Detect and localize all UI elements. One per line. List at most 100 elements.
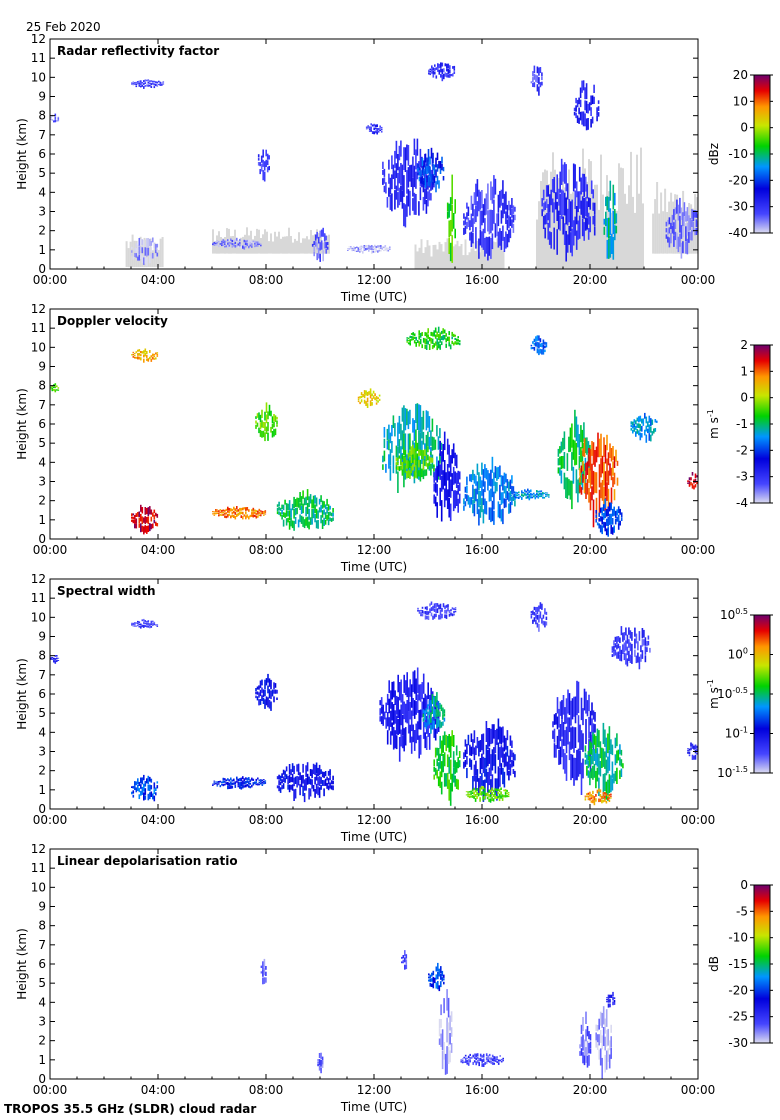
echo-pixel — [424, 721, 426, 728]
y-axis-label: Height (km) — [15, 388, 29, 459]
echo-pixel — [415, 440, 417, 452]
echo-pixel — [231, 242, 234, 246]
echo-pixel — [516, 496, 519, 499]
echo-pixel — [228, 514, 231, 516]
echo-pixel — [318, 1053, 321, 1058]
missing-region-1 — [290, 236, 292, 254]
echo-pixel — [389, 465, 392, 481]
echo-pixel — [416, 694, 419, 713]
missing-region-4 — [652, 213, 655, 254]
echo-pixel — [478, 189, 480, 212]
echo-pixel — [227, 778, 229, 781]
echo-pixel — [419, 405, 422, 433]
echo-pixel — [546, 494, 549, 495]
echo-pixel — [582, 80, 585, 91]
echo-pixel — [138, 781, 141, 786]
echo-pixel — [585, 83, 588, 100]
echo-pixel — [395, 466, 398, 470]
echo-pixel — [149, 239, 151, 247]
echo-pixel — [236, 506, 238, 510]
echo-pixel — [525, 490, 528, 493]
echo-pixel — [499, 767, 501, 787]
echo-pixel — [562, 437, 564, 451]
echo-pixel — [255, 695, 257, 699]
echo-pixel — [514, 500, 516, 507]
echo-pixel — [540, 495, 543, 498]
echo-pixel — [614, 649, 617, 656]
echo-pixel — [497, 792, 499, 795]
echo-pixel — [437, 723, 440, 732]
echo-pixel — [580, 425, 582, 443]
echo-pixel — [419, 684, 422, 702]
echo-pixel — [439, 771, 441, 788]
echo-pixel — [257, 154, 260, 158]
echo-pixel — [452, 735, 455, 747]
echo-pixel — [576, 115, 579, 123]
echo-pixel — [481, 773, 483, 786]
echo-pixel — [544, 227, 546, 239]
echo-pixel — [432, 605, 434, 611]
x-tick-label: 00:00 — [33, 1083, 68, 1097]
echo-pixel — [687, 750, 689, 752]
echo-pixel — [276, 697, 278, 700]
echo-pixel — [447, 607, 449, 612]
echo-pixel — [589, 198, 591, 210]
echo-pixel — [476, 788, 478, 792]
echo-pixel — [239, 238, 241, 241]
missing-region-0 — [153, 242, 156, 268]
echo-pixel — [611, 778, 614, 791]
echo-pixel — [487, 237, 489, 261]
plot-frame — [49, 308, 699, 540]
echo-pixel — [416, 721, 419, 740]
echo-pixel — [530, 496, 532, 499]
echo-pixel — [132, 355, 135, 358]
echo-pixel — [259, 699, 262, 705]
echo-pixel — [363, 247, 366, 249]
echo-pixel — [670, 222, 672, 230]
echo-pixel — [445, 614, 448, 619]
echo-pixel — [536, 495, 538, 498]
echo-pixel — [372, 395, 375, 399]
echo-pixel — [429, 166, 431, 177]
echo-pixel — [512, 486, 515, 492]
echo-pixel — [264, 432, 266, 442]
echo-pixel — [463, 1061, 465, 1063]
echo-pixel — [317, 236, 320, 244]
echo-pixel — [559, 746, 562, 765]
echo-pixel — [255, 688, 257, 692]
echo-pixel — [480, 791, 483, 796]
echo-pixel — [514, 770, 516, 778]
echo-pixel — [559, 193, 561, 215]
echo-pixel — [521, 490, 523, 494]
echo-pixel — [320, 777, 322, 784]
echo-pixel — [397, 457, 399, 461]
echo-pixel — [542, 216, 545, 229]
echo-pixel — [326, 783, 328, 789]
echo-pixel — [443, 488, 446, 508]
echo-pixel — [383, 246, 385, 249]
echo-pixel — [140, 85, 142, 88]
echo-pixel — [140, 623, 142, 626]
missing-region-0 — [141, 240, 144, 268]
echo-pixel — [530, 344, 533, 347]
echo-pixel — [541, 198, 543, 207]
echo-pixel — [609, 235, 612, 258]
echo-pixel — [443, 974, 445, 978]
echo-pixel — [53, 660, 55, 663]
echo-pixel — [410, 336, 413, 339]
colorbar — [753, 74, 771, 234]
echo-pixel — [152, 237, 154, 243]
echo-pixel — [386, 693, 389, 706]
y-tick-label: 10 — [31, 340, 46, 354]
echo-pixel — [441, 163, 443, 171]
echo-pixel — [457, 342, 459, 345]
echo-pixel — [500, 745, 503, 758]
echo-pixel — [256, 413, 259, 418]
echo-pixel — [466, 212, 468, 220]
echo-pixel — [580, 468, 582, 485]
echo-pixel — [410, 466, 413, 474]
echo-pixel — [437, 705, 440, 713]
echo-pixel — [276, 785, 279, 789]
echo-pixel — [266, 166, 269, 173]
echo-pixel — [463, 505, 465, 511]
